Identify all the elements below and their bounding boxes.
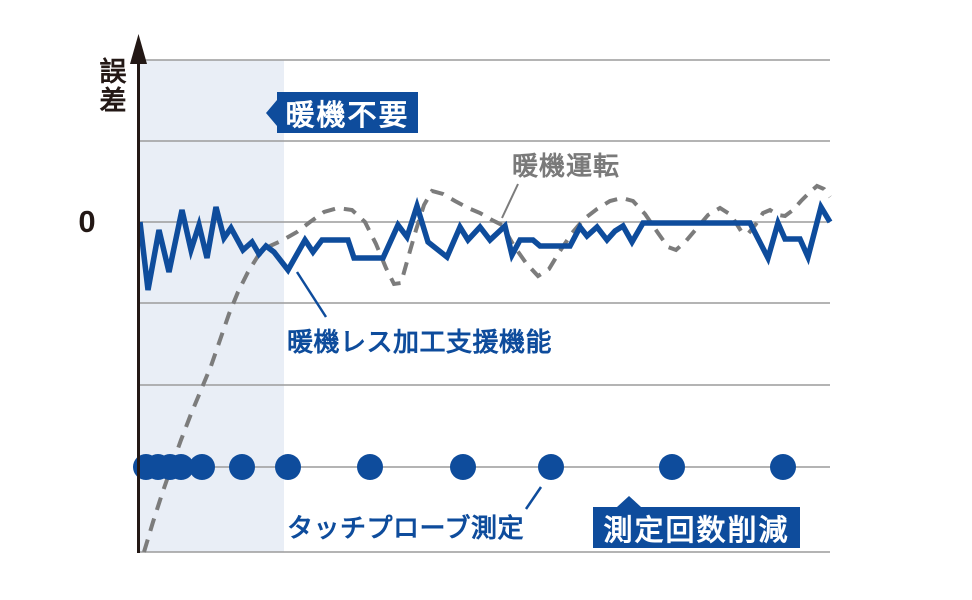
touch-probe-dot <box>659 454 685 480</box>
touch-probe-dot <box>538 454 564 480</box>
warmup-operation-line <box>142 183 832 553</box>
touch-probe-label: タッチプローブ測定 <box>287 513 524 543</box>
no-warmup-badge: 暖機不要 <box>277 92 418 133</box>
touch-probe-dot <box>229 454 255 480</box>
touch-probe-dot <box>168 454 194 480</box>
fewer-measurements-badge-text: 測定回数削減 <box>603 514 790 547</box>
touch-probe-dot <box>770 454 796 480</box>
zero-tick-label: 0 <box>78 204 96 239</box>
warmupless-leader-line <box>295 271 328 318</box>
touch-probe-dot <box>450 454 476 480</box>
y-axis-label: 誤差 <box>99 57 127 116</box>
no-warmup-badge-text: 暖機不要 <box>285 99 410 132</box>
warmup-leader-line <box>501 183 519 219</box>
y-axis-arrow-icon <box>130 34 147 64</box>
warmup-series-label: 暖機運転 <box>512 151 621 181</box>
touch-probe-leader-line <box>524 486 543 510</box>
chart-layer <box>133 59 833 553</box>
warmupless-support-line <box>137 196 833 291</box>
touch-probe-dot <box>357 454 383 480</box>
touch-probe-dot <box>189 454 215 480</box>
fewer-measurements-badge: 測定回数削減 <box>593 496 800 548</box>
warmupless-series-label: 暖機レス加工支援機能 <box>287 327 553 357</box>
touch-probe-dot <box>275 454 301 480</box>
